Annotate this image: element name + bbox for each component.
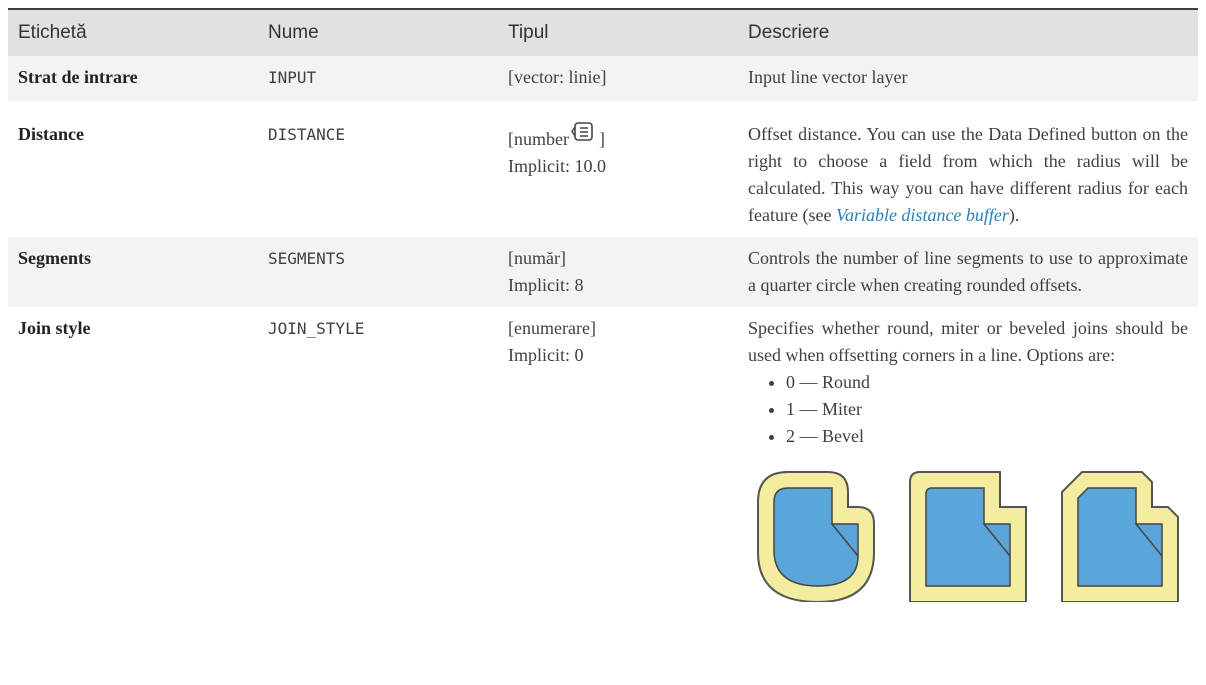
row: Strat de intrare INPUT [vector: linie] I…: [8, 56, 1198, 101]
type-line: [enumerare]: [508, 318, 596, 338]
description-text: ).: [1008, 205, 1020, 225]
type: [număr] Implicit: 8: [498, 237, 738, 307]
row: Join style JOIN_STYLE [enumerare] Implici…: [8, 307, 1198, 610]
join-style-images: [748, 462, 1188, 602]
description: Specifies whether round, miter or bevele…: [738, 307, 1198, 610]
type-line: [number]: [508, 121, 728, 153]
option: 2 — Bevel: [786, 423, 1188, 450]
header-cell: Etichetă: [8, 8, 258, 56]
bevel-join-image: [1061, 471, 1179, 602]
description: Input line vector layer: [738, 56, 1198, 101]
option: 0 — Round: [786, 369, 1188, 396]
option: 1 — Miter: [786, 396, 1188, 423]
parameter-table: Etichetă Nume Tipul Descriere Strat de i…: [8, 8, 1198, 610]
description-text: Offset distance. You can use the Data De…: [748, 124, 1188, 225]
type-text: [number: [508, 129, 569, 149]
name: SEGMENTS: [258, 237, 498, 307]
type-text: ]: [598, 129, 605, 149]
type: [enumerare] Implicit: 0: [498, 307, 738, 610]
label: Join style: [18, 318, 91, 338]
type-line: Implicit: 0: [508, 345, 584, 365]
type-line: Implicit: 10.0: [508, 156, 606, 176]
header-cell: Tipul: [498, 8, 738, 56]
name: DISTANCE: [268, 125, 346, 144]
description: Controls the number of line segments to …: [738, 237, 1198, 307]
options-list: 0 — Round 1 — Miter 2 — Bevel: [748, 369, 1188, 450]
type: [vector: linie]: [498, 56, 738, 101]
miter-join-image: [909, 471, 1027, 602]
name: JOIN_STYLE: [268, 319, 365, 338]
type: [number] Implicit: 10.0: [498, 101, 738, 237]
round-join-image: [757, 471, 875, 602]
label: Segments: [8, 237, 258, 307]
type-line: [vector: linie]: [508, 67, 607, 87]
label: Strat de intrare: [8, 56, 258, 101]
description-text: Specifies whether round, miter or bevele…: [748, 318, 1188, 365]
row: Distance DISTANCE [number] Implicit: 10.…: [8, 101, 1198, 237]
type-line: [număr]: [508, 248, 566, 268]
row: Segments SEGMENTS [număr] Implicit: 8 Con…: [8, 237, 1198, 307]
name: INPUT: [258, 56, 498, 101]
header-cell: Nume: [258, 8, 498, 56]
label: Distance: [18, 124, 84, 144]
data-defined-icon: [571, 122, 593, 141]
link[interactable]: Variable distance buffer: [835, 205, 1009, 225]
type-line: Implicit: 8: [508, 275, 584, 295]
header-cell: Descriere: [738, 8, 1198, 56]
header-row: Etichetă Nume Tipul Descriere: [8, 8, 1198, 56]
description: Offset distance. You can use the Data De…: [738, 101, 1198, 237]
